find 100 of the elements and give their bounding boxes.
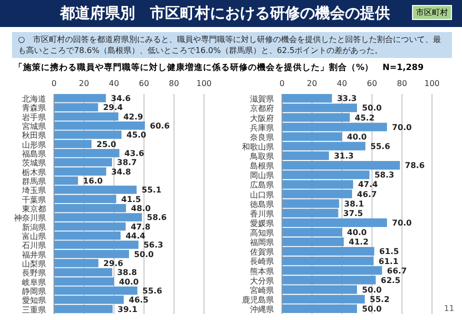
data-label: 34.6 (110, 94, 132, 103)
y-tick-label: 新潟県 (22, 222, 46, 232)
y-tick-label: 北海道 (22, 94, 46, 104)
data-label: 50.0 (362, 304, 382, 314)
data-label: 41.2 (348, 238, 369, 247)
y-tick-label: 静岡県 (22, 286, 46, 296)
y-tick-label: 愛媛県 (250, 218, 274, 228)
y-tick-label: 神奈川県 (14, 214, 46, 223)
text: 11 (444, 304, 454, 313)
y-tick-label: 山梨県 (22, 259, 46, 268)
data-label: 31.3 (334, 152, 354, 161)
text: ○ 市区町村の回答を都道府県別にみると、職員や専門職等に対し研修の機会を提供したと回答した割合について、最も高いところで78.6%（島根県）、低いところで16.0%（群馬県）と、62.5ポイントの差があった。 (12, 32, 452, 58)
x-tick-label: 40 (336, 79, 348, 88)
data-label: 41.5 (121, 194, 142, 204)
y-tick-label: 富山県 (22, 232, 46, 241)
y-tick-label: 熊本県 (250, 266, 274, 276)
data-label: 70.0 (392, 218, 412, 228)
text: 市区町村 (412, 5, 452, 20)
y-tick-label: 群馬県 (22, 176, 46, 186)
x-tick-label: 60 (366, 79, 378, 88)
y-tick-label: 大分県 (250, 276, 274, 286)
data-label: 33.3 (336, 94, 357, 104)
data-label: 70.0 (392, 122, 412, 132)
y-tick-label: 山形県 (22, 140, 46, 150)
x-tick-label: 80 (396, 79, 408, 88)
x-tick-label: 20 (306, 79, 318, 88)
y-tick-label: 徳島県 (250, 200, 274, 209)
y-tick-label: 京都府 (250, 104, 274, 114)
data-label: 55.1 (142, 186, 162, 195)
data-label: 55.2 (370, 295, 390, 304)
data-label: 61.1 (378, 256, 399, 266)
y-tick-label: 石川県 (22, 241, 46, 250)
y-tick-label: 兵庫県 (250, 123, 274, 132)
data-label: 61.5 (379, 247, 400, 256)
x-tick-label: 60 (138, 79, 150, 88)
data-label: 44.4 (126, 231, 146, 240)
y-tick-label: 奈良県 (250, 132, 274, 142)
y-tick-label: 福井県 (22, 250, 46, 260)
y-tick-label: 長野県 (22, 268, 46, 278)
chart-title: 都道府県別 市区町村における研修の機会の提供 (60, 4, 390, 23)
data-label: 38.8 (117, 268, 138, 278)
x-tick-label: 0 (51, 79, 57, 88)
data-label: 34.8 (111, 167, 132, 176)
y-tick-label: 沖縄県 (250, 305, 274, 314)
x-tick-label: 100 (424, 79, 440, 88)
y-tick-label: 岐阜県 (22, 278, 46, 287)
data-label: 40.0 (119, 277, 140, 286)
y-tick-label: 千葉県 (22, 195, 46, 204)
data-label: 50.0 (362, 104, 382, 113)
data-label: 62.5 (380, 276, 401, 285)
data-label: 40.0 (347, 132, 368, 142)
data-label: 45.2 (354, 113, 375, 122)
x-tick-label: 80 (168, 79, 180, 88)
x-tick-label: 0 (279, 79, 285, 88)
y-tick-label: 東京都 (22, 204, 46, 214)
data-label: 48.0 (131, 204, 152, 213)
data-label: 43.6 (124, 148, 145, 158)
x-tick-label: 100 (196, 79, 212, 88)
data-label: 45.0 (126, 130, 147, 140)
y-tick-label: 福岡県 (250, 238, 274, 248)
data-label: 46.7 (357, 190, 377, 199)
y-tick-label: 岡山県 (250, 171, 274, 180)
data-label: 47.4 (358, 180, 378, 190)
x-tick-label: 20 (78, 79, 90, 88)
y-tick-label: 福島県 (22, 149, 46, 158)
y-tick-label: 宮城県 (22, 122, 46, 131)
y-tick-label: 島根県 (250, 162, 274, 171)
x-tick-label: 40 (108, 79, 120, 88)
y-tick-label: 和歌山県 (242, 142, 274, 152)
data-label: 78.6 (404, 161, 426, 170)
y-tick-label: 鹿児島県 (242, 295, 274, 304)
y-tick-label: 岩手県 (22, 112, 46, 122)
data-label: 29.4 (103, 103, 124, 112)
y-tick-label: 大阪府 (250, 114, 274, 123)
data-label: 56.3 (143, 240, 164, 250)
data-label: 38.1 (344, 199, 364, 208)
y-tick-label: 佐賀県 (250, 248, 274, 257)
data-label: 42.9 (123, 112, 144, 122)
data-label: 39.1 (118, 304, 138, 314)
data-label: 47.8 (130, 222, 151, 232)
data-label: 60.6 (150, 121, 170, 130)
y-tick-label: 三重県 (22, 305, 46, 314)
data-label: 38.7 (117, 158, 137, 168)
data-label: 16.0 (83, 176, 104, 186)
y-tick-label: 埼玉県 (21, 186, 46, 196)
data-label: 55.6 (142, 286, 163, 296)
y-tick-label: 広島県 (250, 180, 274, 190)
data-label: 58.3 (374, 170, 394, 180)
data-label: 46.5 (128, 296, 149, 305)
data-label: 29.6 (103, 258, 124, 268)
data-label: 66.7 (387, 266, 407, 276)
data-label: 40.0 (347, 228, 368, 238)
y-tick-label: 茨城県 (22, 158, 46, 168)
y-tick-label: 鳥取県 (249, 152, 274, 162)
data-label: 37.5 (343, 208, 364, 218)
y-tick-label: 滋賀県 (250, 94, 274, 104)
data-label: 50.0 (362, 285, 382, 294)
y-tick-label: 山口県 (250, 190, 274, 200)
data-label: 50.0 (134, 250, 154, 259)
y-tick-label: 愛知県 (22, 296, 46, 306)
